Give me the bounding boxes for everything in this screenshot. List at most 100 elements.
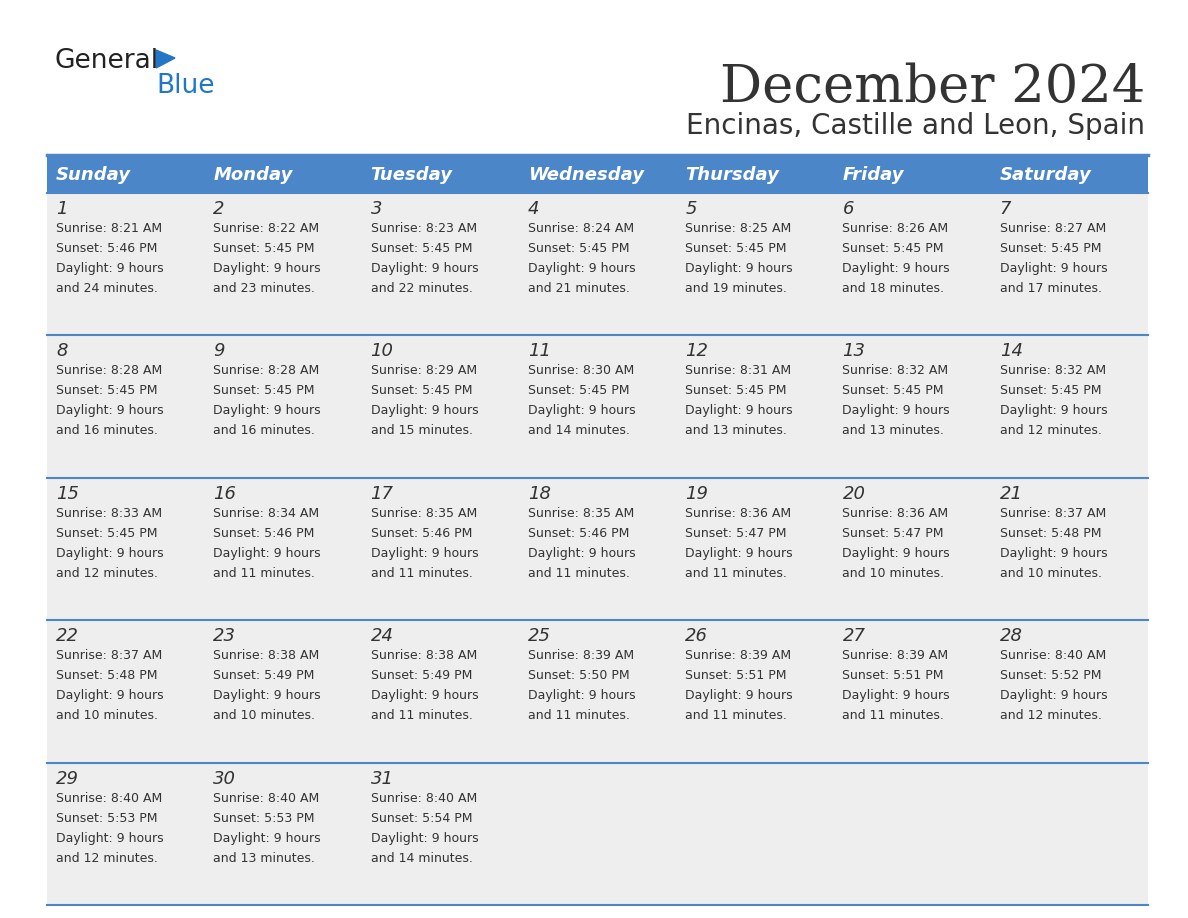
Bar: [204, 621, 361, 763]
Bar: [519, 477, 676, 621]
Bar: [991, 335, 1148, 477]
Bar: [204, 193, 361, 335]
Text: Daylight: 9 hours: Daylight: 9 hours: [527, 547, 636, 560]
Text: Sunrise: 8:23 AM: Sunrise: 8:23 AM: [371, 222, 476, 235]
Text: 31: 31: [371, 769, 393, 788]
Text: Sunrise: 8:37 AM: Sunrise: 8:37 AM: [56, 649, 163, 662]
Text: Daylight: 9 hours: Daylight: 9 hours: [1000, 405, 1107, 418]
Bar: [48, 477, 204, 621]
Text: Sunrise: 8:28 AM: Sunrise: 8:28 AM: [214, 364, 320, 377]
Text: 15: 15: [56, 485, 78, 503]
Text: Sunset: 5:49 PM: Sunset: 5:49 PM: [214, 669, 315, 682]
Text: 20: 20: [842, 485, 865, 503]
Text: and 24 minutes.: and 24 minutes.: [56, 282, 158, 295]
Text: 18: 18: [527, 485, 551, 503]
Bar: [361, 621, 519, 763]
Text: Sunrise: 8:32 AM: Sunrise: 8:32 AM: [1000, 364, 1106, 377]
Bar: [48, 621, 204, 763]
Text: Daylight: 9 hours: Daylight: 9 hours: [842, 689, 950, 702]
Text: and 11 minutes.: and 11 minutes.: [685, 710, 786, 722]
Text: 12: 12: [685, 342, 708, 361]
Text: Daylight: 9 hours: Daylight: 9 hours: [371, 262, 479, 275]
Text: Sunrise: 8:40 AM: Sunrise: 8:40 AM: [56, 791, 163, 804]
Text: Sunrise: 8:38 AM: Sunrise: 8:38 AM: [214, 649, 320, 662]
Text: Sunset: 5:45 PM: Sunset: 5:45 PM: [527, 242, 630, 255]
Text: Sunset: 5:45 PM: Sunset: 5:45 PM: [1000, 385, 1101, 397]
Text: and 17 minutes.: and 17 minutes.: [1000, 282, 1101, 295]
Text: 2: 2: [214, 200, 225, 218]
Text: 27: 27: [842, 627, 865, 645]
Text: and 21 minutes.: and 21 minutes.: [527, 282, 630, 295]
Text: Sunset: 5:53 PM: Sunset: 5:53 PM: [56, 812, 158, 824]
Bar: [204, 155, 361, 193]
Text: Daylight: 9 hours: Daylight: 9 hours: [214, 832, 321, 845]
Text: and 10 minutes.: and 10 minutes.: [56, 710, 158, 722]
Bar: [991, 763, 1148, 905]
Text: and 19 minutes.: and 19 minutes.: [685, 282, 786, 295]
Text: General: General: [55, 48, 159, 74]
Text: Sunrise: 8:35 AM: Sunrise: 8:35 AM: [527, 507, 634, 520]
Text: 17: 17: [371, 485, 393, 503]
Bar: [361, 335, 519, 477]
Text: Sunrise: 8:39 AM: Sunrise: 8:39 AM: [842, 649, 948, 662]
Text: Sunday: Sunday: [56, 166, 131, 184]
Text: and 23 minutes.: and 23 minutes.: [214, 282, 315, 295]
Bar: [48, 155, 204, 193]
Text: Sunset: 5:45 PM: Sunset: 5:45 PM: [685, 242, 786, 255]
Bar: [204, 763, 361, 905]
Text: Sunrise: 8:33 AM: Sunrise: 8:33 AM: [56, 507, 162, 520]
Text: Sunrise: 8:31 AM: Sunrise: 8:31 AM: [685, 364, 791, 377]
Text: Daylight: 9 hours: Daylight: 9 hours: [371, 547, 479, 560]
Text: 19: 19: [685, 485, 708, 503]
Text: Sunrise: 8:22 AM: Sunrise: 8:22 AM: [214, 222, 320, 235]
Bar: [676, 335, 834, 477]
Bar: [48, 763, 204, 905]
Text: Encinas, Castille and Leon, Spain: Encinas, Castille and Leon, Spain: [685, 112, 1145, 140]
Text: Sunset: 5:45 PM: Sunset: 5:45 PM: [371, 242, 472, 255]
Text: and 10 minutes.: and 10 minutes.: [1000, 566, 1101, 580]
Bar: [519, 621, 676, 763]
Text: and 12 minutes.: and 12 minutes.: [56, 566, 158, 580]
Text: 13: 13: [842, 342, 865, 361]
Text: 1: 1: [56, 200, 68, 218]
Text: Saturday: Saturday: [1000, 166, 1092, 184]
Text: and 12 minutes.: and 12 minutes.: [1000, 710, 1101, 722]
Text: Sunrise: 8:34 AM: Sunrise: 8:34 AM: [214, 507, 320, 520]
Text: 24: 24: [371, 627, 393, 645]
Text: Daylight: 9 hours: Daylight: 9 hours: [214, 262, 321, 275]
Text: Daylight: 9 hours: Daylight: 9 hours: [685, 262, 792, 275]
Text: and 12 minutes.: and 12 minutes.: [1000, 424, 1101, 437]
Text: 16: 16: [214, 485, 236, 503]
Bar: [676, 763, 834, 905]
Text: Daylight: 9 hours: Daylight: 9 hours: [527, 262, 636, 275]
Text: Monday: Monday: [214, 166, 292, 184]
Text: Sunrise: 8:30 AM: Sunrise: 8:30 AM: [527, 364, 634, 377]
Text: Daylight: 9 hours: Daylight: 9 hours: [842, 547, 950, 560]
Text: Sunset: 5:45 PM: Sunset: 5:45 PM: [56, 527, 158, 540]
Text: Sunrise: 8:36 AM: Sunrise: 8:36 AM: [685, 507, 791, 520]
Text: Sunrise: 8:36 AM: Sunrise: 8:36 AM: [842, 507, 948, 520]
Text: Daylight: 9 hours: Daylight: 9 hours: [527, 689, 636, 702]
Text: Sunset: 5:47 PM: Sunset: 5:47 PM: [842, 527, 944, 540]
Text: Sunrise: 8:32 AM: Sunrise: 8:32 AM: [842, 364, 948, 377]
Bar: [361, 193, 519, 335]
Text: Tuesday: Tuesday: [371, 166, 453, 184]
Text: Sunrise: 8:39 AM: Sunrise: 8:39 AM: [527, 649, 634, 662]
Text: Daylight: 9 hours: Daylight: 9 hours: [214, 689, 321, 702]
Text: Daylight: 9 hours: Daylight: 9 hours: [371, 405, 479, 418]
Text: Sunset: 5:50 PM: Sunset: 5:50 PM: [527, 669, 630, 682]
Text: Sunrise: 8:40 AM: Sunrise: 8:40 AM: [214, 791, 320, 804]
Text: Sunrise: 8:29 AM: Sunrise: 8:29 AM: [371, 364, 476, 377]
Text: and 11 minutes.: and 11 minutes.: [685, 566, 786, 580]
Bar: [519, 193, 676, 335]
Text: 3: 3: [371, 200, 383, 218]
Text: Sunrise: 8:35 AM: Sunrise: 8:35 AM: [371, 507, 476, 520]
Text: Sunset: 5:45 PM: Sunset: 5:45 PM: [214, 385, 315, 397]
Text: and 10 minutes.: and 10 minutes.: [842, 566, 944, 580]
Text: 9: 9: [214, 342, 225, 361]
Polygon shape: [156, 50, 175, 68]
Text: 4: 4: [527, 200, 539, 218]
Text: Daylight: 9 hours: Daylight: 9 hours: [56, 547, 164, 560]
Text: Daylight: 9 hours: Daylight: 9 hours: [1000, 547, 1107, 560]
Text: and 22 minutes.: and 22 minutes.: [371, 282, 473, 295]
